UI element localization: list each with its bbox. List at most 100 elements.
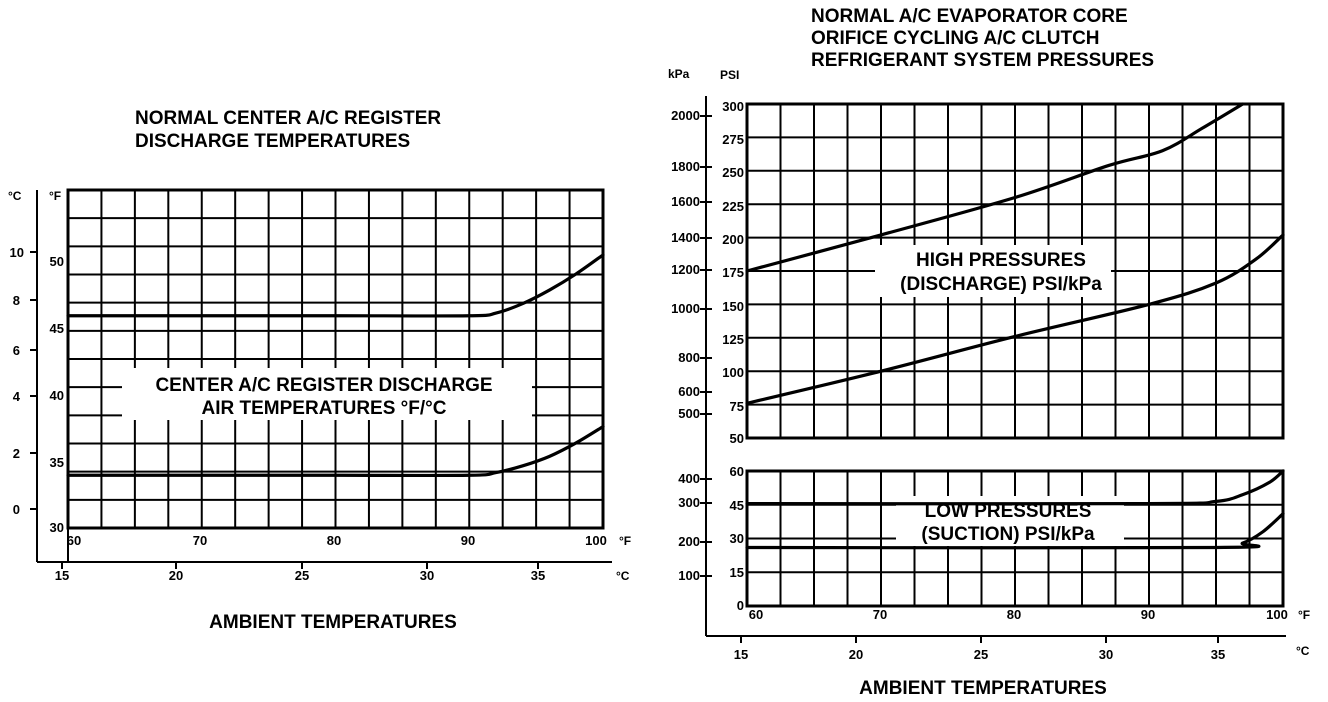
- high-psi-tick: 225: [722, 199, 744, 214]
- left-x-tick-f: 60: [67, 533, 81, 548]
- left-x-tick-c: 35: [531, 568, 545, 583]
- right-x-tick-c: 35: [1211, 647, 1225, 662]
- left-y-tick-c: 0: [13, 502, 20, 517]
- high-psi-tick: 175: [722, 265, 744, 280]
- high-psi-tick: 300: [722, 99, 744, 114]
- left-x-unit-celsius: °C: [616, 569, 630, 583]
- right-x-axis-title: AMBIENT TEMPERATURES: [859, 678, 1107, 699]
- right-x-unit-celsius: °C: [1296, 644, 1310, 658]
- left-annotation-line-2: AIR TEMPERATURES °F/°C: [202, 398, 447, 419]
- left-annotation-bg: [122, 368, 532, 420]
- high-kpa-tick: 1000: [671, 301, 700, 316]
- right-title-line-2: ORIFICE CYCLING A/C CLUTCH: [811, 28, 1100, 49]
- right-x-unit-fahrenheit: °F: [1298, 608, 1310, 622]
- left-series-upper-curve: [66, 253, 605, 318]
- low-kpa-tick: 400: [678, 471, 700, 486]
- left-title-line-2: DISCHARGE TEMPERATURES: [135, 131, 410, 152]
- high-psi-tick: 125: [722, 332, 744, 347]
- left-series-lower-curve: [66, 425, 605, 478]
- high-kpa-tick: 1400: [671, 230, 700, 245]
- left-chart: NORMAL CENTER A/C REGISTER DISCHARGE TEM…: [8, 108, 631, 633]
- right-x-tick-f: 100: [1266, 607, 1288, 622]
- high-kpa-tick: 500: [678, 406, 700, 421]
- high-psi-tick: 250: [722, 165, 744, 180]
- right-x-tick-c: 15: [734, 647, 748, 662]
- left-y-tick-c: 4: [13, 389, 21, 404]
- low-psi-ticks: 0 15 30 45 60: [730, 464, 744, 613]
- high-pressure-lower-curve: [745, 233, 1285, 405]
- high-psi-ticks: 50 75 100 125 150 175 200 225 250 275 30…: [722, 99, 744, 446]
- left-grid: [68, 190, 603, 528]
- low-psi-tick: 60: [730, 464, 744, 479]
- low-psi-tick: 15: [730, 565, 744, 580]
- left-x-tick-c: 15: [55, 568, 69, 583]
- left-x-axis-title: AMBIENT TEMPERATURES: [209, 612, 457, 633]
- left-y-unit-fahrenheit: °F: [49, 189, 61, 203]
- left-x-tick-c: 25: [295, 568, 309, 583]
- right-x-tick-f: 70: [873, 607, 887, 622]
- left-x-tick-f: 70: [193, 533, 207, 548]
- left-x-tick-f: 80: [327, 533, 341, 548]
- low-pressure-lower-curve: [745, 512, 1285, 550]
- left-y-tick-f: 45: [50, 321, 64, 336]
- left-x-tick-c: 20: [169, 568, 183, 583]
- low-pressure-upper-curve: [745, 469, 1285, 506]
- high-psi-tick: 200: [722, 232, 744, 247]
- high-kpa-tick: 600: [678, 384, 700, 399]
- high-annotation-line-2: (DISCHARGE) PSI/kPa: [900, 274, 1102, 295]
- right-title-line-1: NORMAL A/C EVAPORATOR CORE: [811, 6, 1128, 27]
- high-kpa-tick: 1600: [671, 194, 700, 209]
- high-pressure-upper-curve: [745, 102, 1245, 273]
- high-psi-tick: 75: [730, 399, 744, 414]
- high-kpa-tick: 1800: [671, 159, 700, 174]
- low-plot-frame: [745, 469, 1285, 608]
- high-psi-tick: 275: [722, 132, 744, 147]
- low-psi-tick: 0: [737, 598, 744, 613]
- right-x-tick-f: 60: [749, 607, 763, 622]
- right-x-tick-c: 30: [1099, 647, 1113, 662]
- left-x-unit-fahrenheit: °F: [619, 534, 631, 548]
- high-kpa-tick: 2000: [671, 108, 700, 123]
- left-y-tick-c: 10: [10, 245, 24, 260]
- right-y-unit-psi: PSI: [720, 68, 739, 82]
- left-y-tick-f: 40: [50, 388, 64, 403]
- high-kpa-ticks: 500 600 800 1000 1200 1400 1600 1800 200…: [671, 108, 712, 421]
- low-psi-tick: 45: [730, 498, 744, 513]
- high-psi-tick: 150: [722, 299, 744, 314]
- low-kpa-ticks: 100 200 300 400: [678, 471, 712, 583]
- low-kpa-tick: 100: [678, 568, 700, 583]
- low-psi-tick: 30: [730, 531, 744, 546]
- left-x-tick-f: 100: [585, 533, 607, 548]
- low-kpa-tick: 300: [678, 495, 700, 510]
- left-y-tick-f: 35: [50, 455, 64, 470]
- right-series: [745, 102, 1285, 550]
- left-x-tick-f: 90: [461, 533, 475, 548]
- high-annotation-line-1: HIGH PRESSURES: [916, 250, 1086, 271]
- high-kpa-tick: 1200: [671, 262, 700, 277]
- low-annotation-line-1: LOW PRESSURES: [925, 501, 1092, 522]
- left-y-unit-celsius: °C: [8, 189, 22, 203]
- right-x-tick-c: 20: [849, 647, 863, 662]
- left-title-line-1: NORMAL CENTER A/C REGISTER: [135, 108, 441, 129]
- left-y-tick-c: 6: [13, 343, 20, 358]
- left-plot-frame: [66, 188, 605, 530]
- right-y-unit-kpa: kPa: [668, 67, 690, 81]
- left-y-tick-c: 2: [13, 446, 20, 461]
- low-kpa-tick: 200: [678, 534, 700, 549]
- right-title-line-3: REFRIGERANT SYSTEM PRESSURES: [811, 50, 1154, 71]
- high-psi-tick: 50: [730, 431, 744, 446]
- right-x-ticks: 60 70 80 90 100 °F 15 20 25 30 35 °C: [734, 607, 1310, 662]
- left-x-ticks: 60 70 80 90 100 °F 15 20 25 30 35 °C: [55, 533, 631, 583]
- left-series: [66, 253, 605, 478]
- right-x-tick-f: 80: [1007, 607, 1021, 622]
- left-x-tick-c: 30: [420, 568, 434, 583]
- high-psi-tick: 100: [722, 365, 744, 380]
- low-annotation-line-2: (SUCTION) PSI/kPa: [921, 524, 1095, 545]
- left-annotation-line-1: CENTER A/C REGISTER DISCHARGE: [155, 375, 492, 396]
- right-x-tick-f: 90: [1141, 607, 1155, 622]
- right-chart: NORMAL A/C EVAPORATOR CORE ORIFICE CYCLI…: [668, 6, 1310, 699]
- right-x-tick-c: 25: [974, 647, 988, 662]
- right-grid-high: [747, 104, 1283, 438]
- high-annotation-bg: [875, 245, 1111, 297]
